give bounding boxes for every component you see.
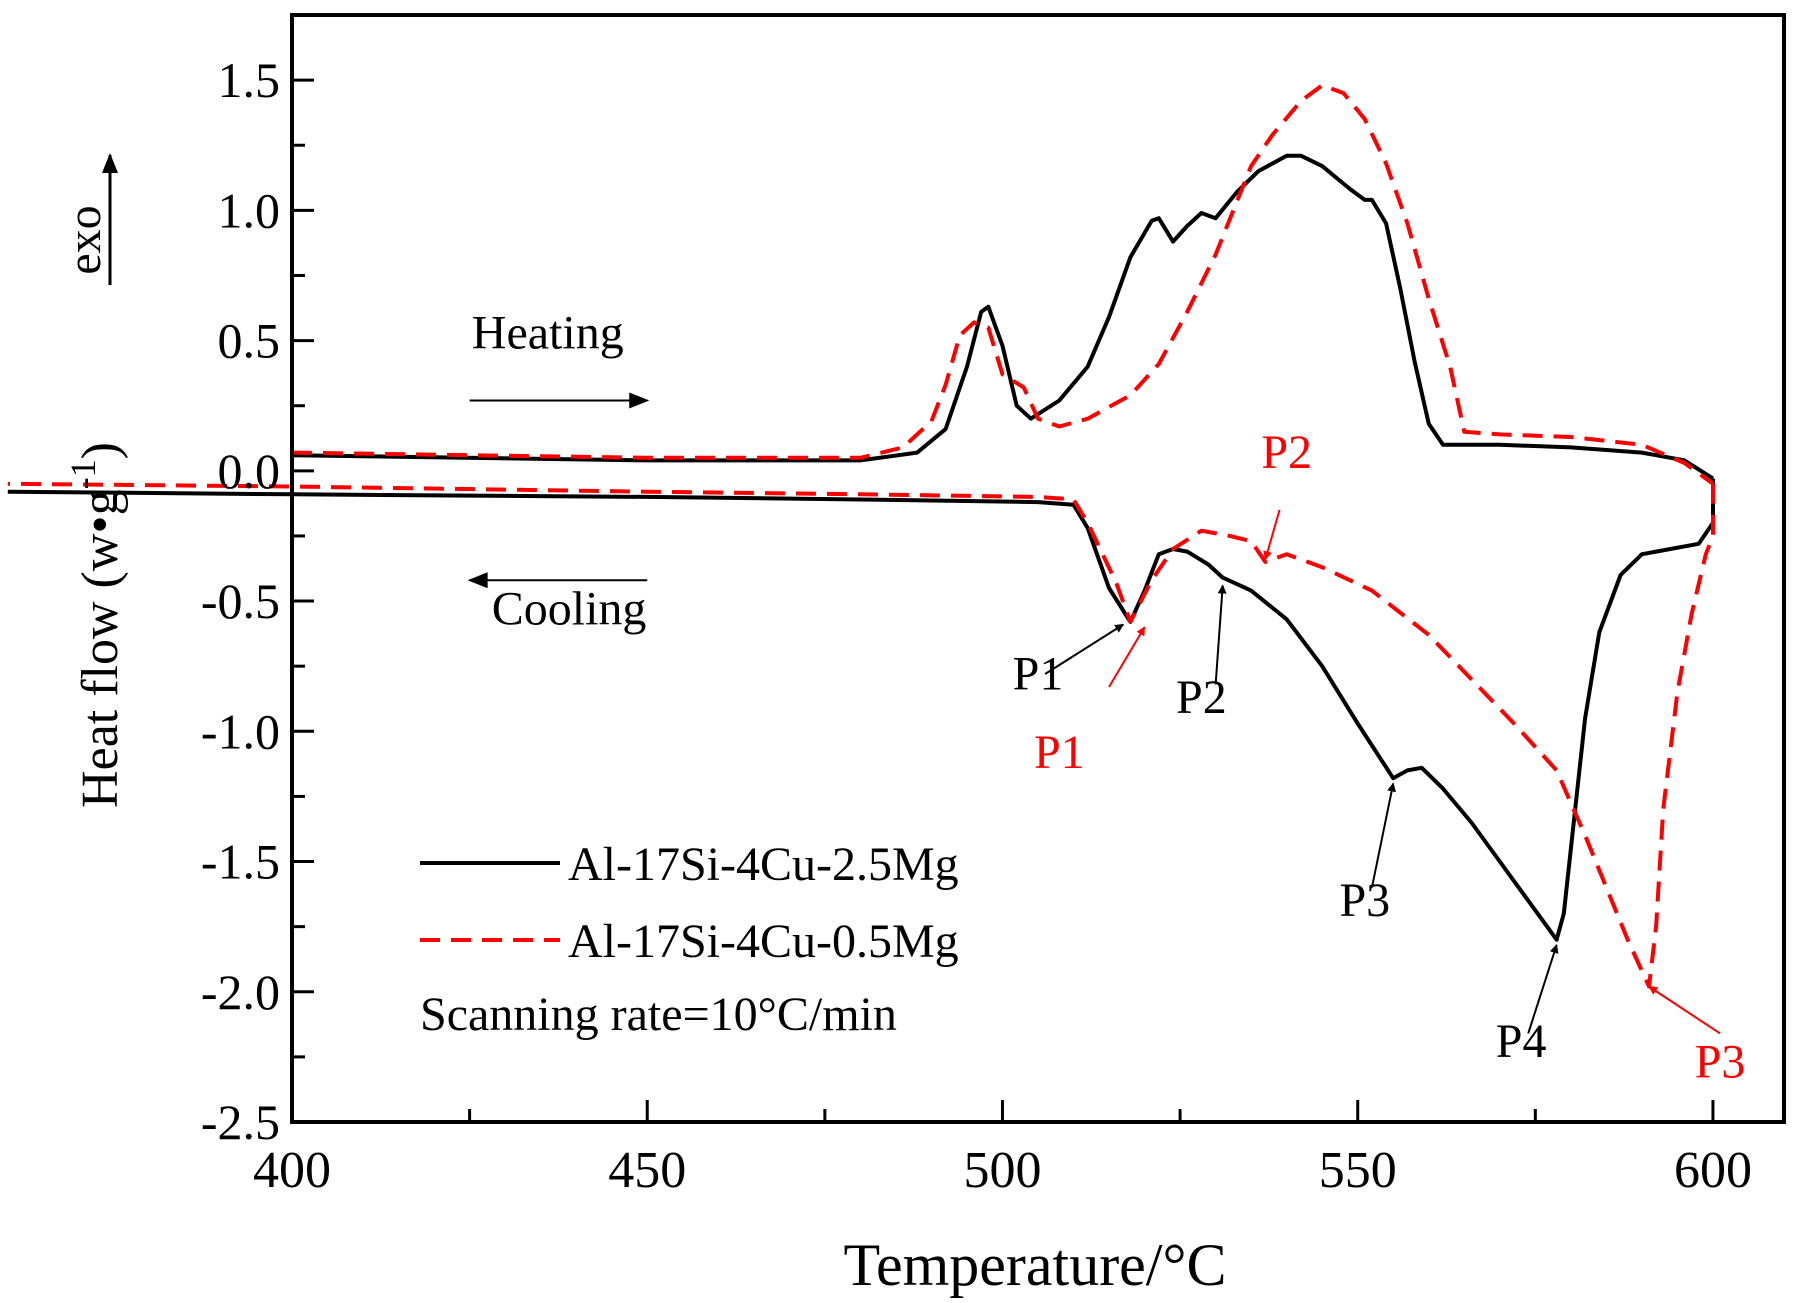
y-tick-label: 1.5 [218,52,281,108]
y-axis-ticks: -2.5 -2.0 -1.5 -1.0 -0.5 0.0 0.5 1.0 1.5 [201,52,314,1150]
peak-arrow-p2-black [1214,584,1227,685]
annotation-layer: Heating Cooling P1 P2 P3 P4 P1 P2 P3 [467,306,1746,1089]
y-axis-title-main: Heat flow (w•g [72,489,129,808]
legend-label-alloy-0-5mg: Al-17Si-4Cu-0.5Mg [568,915,959,968]
y-tick-label: -1.0 [201,703,280,759]
peak-label-p2-red: P2 [1261,426,1312,479]
exo-label: exo [58,205,111,274]
legend-note-scanning-rate: Scanning rate=10°C/min [420,988,897,1041]
x-tick-label: 500 [963,1142,1041,1199]
peak-arrow-p4-black [1527,944,1559,1034]
legend-label-alloy-2-5mg: Al-17Si-4Cu-2.5Mg [568,838,959,891]
series-line-0-heating [291,153,1715,481]
exo-indicator: exo [58,153,118,285]
series-line-1-cooling [7,478,1715,942]
legend: Al-17Si-4Cu-2.5Mg Al-17Si-4Cu-0.5Mg Scan… [420,838,959,1041]
y-tick-label: 0.0 [218,443,281,499]
peak-arrow-p1-red [1108,626,1146,688]
peak-label-p1-red: P1 [1034,726,1085,779]
x-axis-title: Temperature/°C [844,1232,1227,1298]
y-axis-title-text: Heat flow (w•g-1) [63,442,129,808]
direction-label-cooling: Cooling [492,583,647,636]
y-axis-title: Heat flow (w•g-1) [63,442,129,808]
y-tick-label: 1.0 [218,182,281,238]
y-tick-label: -0.5 [201,573,280,629]
peak-arrow-p3-red [1648,985,1721,1035]
peak-label-p3-red: P3 [1695,1036,1746,1089]
series-layer [7,83,1715,989]
peak-arrow-p1-black [1044,623,1125,675]
x-axis-ticks: 400 450 500 550 600 [253,1100,1752,1199]
y-axis-title-close: ) [72,442,129,459]
peak-arrow-p3-black [1370,782,1397,888]
peak-arrow-p2-red [1263,509,1281,561]
plot-frame [290,13,1786,1124]
direction-label-heating: Heating [472,306,624,359]
peak-label-p3-black: P3 [1339,874,1390,927]
y-axis-title-superscript: -1 [63,459,103,489]
series-line-2-heating [291,83,1715,486]
y-tick-label: -1.5 [201,834,280,890]
peak-label-p4-black: P4 [1496,1015,1547,1068]
x-tick-label: 400 [253,1142,331,1199]
x-tick-label: 550 [1319,1142,1397,1199]
x-tick-label: 450 [608,1142,686,1199]
y-tick-label: 0.5 [218,313,281,369]
y-tick-label: -2.0 [201,964,280,1020]
peak-label-p2-black: P2 [1176,671,1227,724]
peak-label-p1-black: P1 [1013,648,1064,701]
x-tick-label: 600 [1674,1142,1752,1199]
y-tick-label: -2.5 [201,1094,280,1150]
series-line-3-cooling [7,481,1715,989]
